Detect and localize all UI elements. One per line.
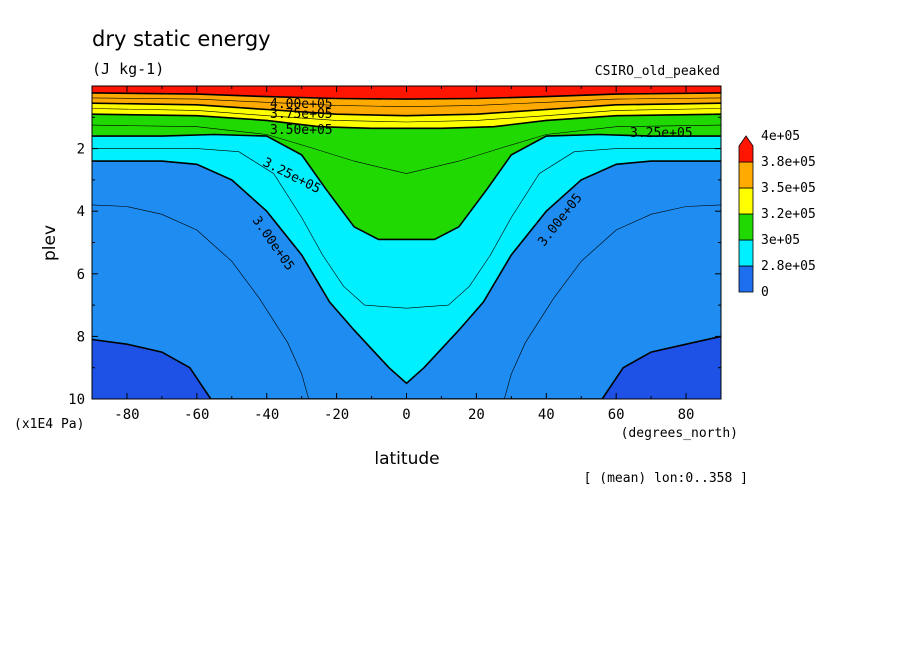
chart-title: dry static energy [92, 27, 271, 51]
colorbar-label: 3.2e+05 [761, 207, 816, 222]
contour-line-275000 [92, 335, 721, 399]
x-axis-label: latitude [374, 449, 439, 469]
x-tick-label: 0 [402, 407, 410, 423]
contour-line-337500 [92, 124, 721, 174]
x-axis-ticks: -80 -60 -40 -20 0 20 40 60 80 [91, 86, 722, 423]
contour-label-3-50e05: 3.50e+05 [270, 123, 333, 138]
contour-label-3-75e05: 3.75e+05 [270, 107, 333, 122]
contour-line-350000 [92, 113, 721, 130]
y-axis-label: plev [40, 225, 60, 261]
y-tick-label: 6 [77, 267, 85, 283]
colorbar-label: 2.8e+05 [761, 259, 816, 274]
contour-line-362500 [92, 108, 721, 123]
contour-line-375000 [92, 102, 721, 117]
colorbar-label: 4e+05 [761, 129, 800, 144]
colorbar-label: 0 [761, 285, 769, 300]
y-tick-label: 10 [68, 392, 85, 408]
colorbar-segment [738, 213, 754, 241]
filled-contour-bands [92, 86, 721, 399]
footnote: [ (mean) lon:0..358 ] [584, 471, 748, 486]
colorbar-segment [738, 265, 754, 293]
y-tick-label: 8 [77, 329, 85, 345]
x-tick-label: -40 [254, 407, 279, 423]
x-tick-label: -20 [324, 407, 349, 423]
colorbar-segment [738, 161, 754, 189]
contour-line-287500 [504, 204, 721, 399]
colorbar-segment [738, 239, 754, 267]
x-tick-label: 20 [468, 407, 485, 423]
major-contour-lines [92, 92, 721, 399]
contour-line-400000 [92, 92, 721, 100]
colorbar-label: 3.5e+05 [761, 181, 816, 196]
contour-line-300000 [92, 160, 721, 385]
x-tick-label: 80 [678, 407, 695, 423]
x-tick-label: 60 [608, 407, 625, 423]
colorbar-segment [738, 187, 754, 215]
x-tick-label: 40 [538, 407, 555, 423]
colorbar-label: 3e+05 [761, 233, 800, 248]
chart-units: (J kg-1) [92, 60, 164, 78]
minor-contour-lines [92, 97, 721, 399]
contour-label-4-00e05: 4.00e+05 [270, 97, 333, 112]
band-above-325000 [92, 86, 721, 240]
x-tick-label: -60 [184, 407, 209, 423]
x-axis-units: (degrees_north) [621, 426, 738, 441]
y-tick-label: 2 [77, 142, 85, 158]
colorbar-extend-triangle [738, 135, 754, 163]
contour-line-312500 [92, 148, 721, 309]
contour-line-387500 [92, 97, 721, 108]
y-axis-ticks: 2 4 6 8 10 [68, 116, 721, 408]
dataset-label: CSIRO_old_peaked [595, 64, 720, 79]
y-tick-label: 4 [77, 204, 85, 220]
contour-label-3-25e05-right: 3.25e+05 [630, 126, 693, 141]
colorbar: 0 2.8e+05 3e+05 3.2e+05 3.5e+05 3.8e+05 4e+05 [738, 129, 816, 300]
x-tick-label: -80 [114, 407, 139, 423]
colorbar-label: 3.8e+05 [761, 155, 816, 170]
contour-line-287500 [92, 204, 309, 399]
contour-line-325000 [92, 133, 721, 241]
y-axis-units: (x1E4 Pa) [14, 417, 84, 432]
